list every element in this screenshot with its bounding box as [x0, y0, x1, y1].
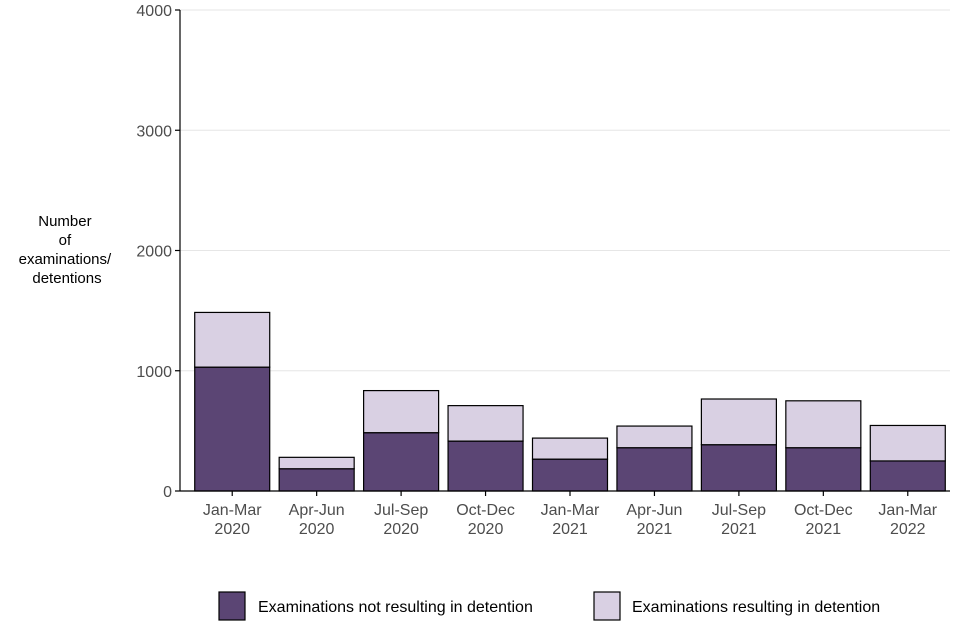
bar-detained-2 — [363, 389, 440, 434]
y-tick-label-1000: 1000 — [136, 364, 172, 381]
bar-detained-7 — [785, 400, 862, 449]
bars — [194, 311, 946, 492]
y-tick-label-3000: 3000 — [136, 123, 172, 140]
x-tick-label-4: Jan-Mar 2021 — [541, 502, 600, 538]
gridlines — [180, 9, 950, 372]
bar-detained-6 — [700, 398, 777, 446]
x-tick-label-0: Jan-Mar 2020 — [203, 502, 262, 538]
legend-label-detained: Examinations resulting in detention — [632, 599, 880, 616]
legend-swatch-not-detained — [218, 591, 246, 621]
y-axis-title-line-2: of — [59, 232, 72, 249]
y-axis-title-line-4: detentions — [32, 270, 101, 287]
legend-swatch-detained — [593, 591, 621, 621]
x-tick-label-2: Jul-Sep 2020 — [374, 502, 428, 538]
bar-not-detained-0 — [194, 366, 271, 492]
x-tick-label-3: Oct-Dec 2020 — [456, 502, 515, 538]
legend-label-not-detained: Examinations not resulting in detention — [258, 599, 533, 616]
bar-not-detained-5 — [616, 447, 693, 492]
bar-not-detained-4 — [531, 458, 609, 492]
legend: Examinations not resulting in detention … — [218, 591, 880, 621]
x-tick-label-7: Oct-Dec 2021 — [794, 502, 853, 538]
x-tick-labels: Jan-Mar 2020 Apr-Jun 2020 Jul-Sep 2020 Oct-Dec… — [203, 491, 938, 538]
x-tick-label-8: Jan-Mar 2022 — [878, 502, 937, 538]
bar-not-detained-1 — [278, 468, 355, 492]
bar-not-detained-2 — [363, 432, 440, 492]
bar-detained-4 — [531, 437, 609, 460]
y-tick-labels: 0 1000 2000 3000 4000 — [136, 3, 180, 501]
bar-detained-1 — [278, 456, 355, 470]
y-axis-title: Number of examinations/ detentions — [19, 213, 116, 287]
bar-detained-8 — [869, 424, 946, 462]
x-tick-label-5: Apr-Jun 2021 — [626, 502, 682, 538]
y-tick-label-2000: 2000 — [136, 244, 172, 261]
bar-not-detained-7 — [785, 447, 862, 492]
y-axis-title-line-3: examinations/ — [19, 251, 112, 268]
y-tick-label-4000: 4000 — [136, 3, 172, 20]
bar-detained-5 — [616, 425, 693, 449]
bar-not-detained-8 — [869, 460, 946, 492]
bar-not-detained-6 — [700, 444, 777, 492]
bar-not-detained-3 — [447, 440, 524, 492]
y-tick-label-0: 0 — [163, 484, 172, 501]
y-axis-title-line-1: Number — [38, 213, 91, 230]
bar-detained-0 — [194, 311, 271, 368]
bar-detained-3 — [447, 405, 524, 442]
x-tick-label-6: Jul-Sep 2021 — [712, 502, 766, 538]
x-tick-label-1: Apr-Jun 2020 — [289, 502, 345, 538]
